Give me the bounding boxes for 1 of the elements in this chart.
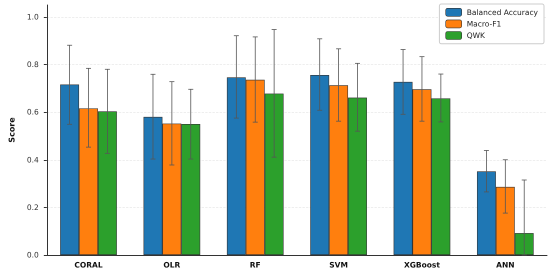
y-axis-title: Score: [8, 116, 16, 143]
